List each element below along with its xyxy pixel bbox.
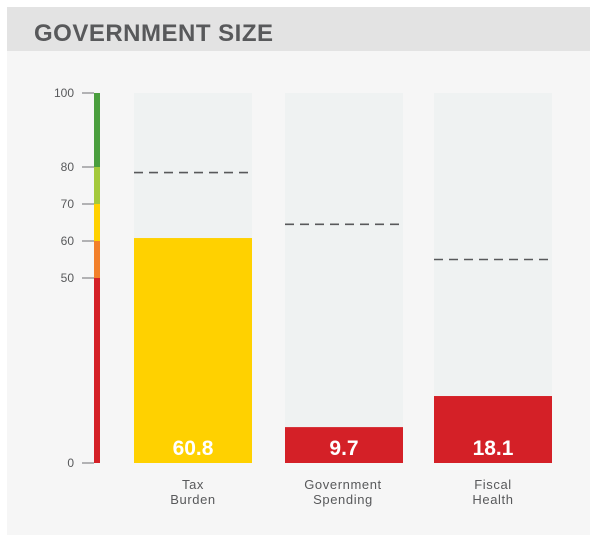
y-tick-label-5: 100 [54, 86, 74, 100]
y-tick-label-0: 0 [67, 456, 74, 470]
y-tick-label-4: 80 [61, 160, 75, 174]
category-label-2-1: Health [472, 492, 513, 507]
category-label-1-0: Government [304, 477, 382, 492]
category-label-0-0: Tax [182, 477, 204, 492]
category-label-0-1: Burden [170, 492, 216, 507]
category-label-1-1: Spending [313, 492, 373, 507]
y-tick-label-1: 50 [61, 271, 75, 285]
bar-track-1 [285, 93, 403, 463]
value-label-0: 60.8 [173, 437, 214, 460]
score-band-2 [94, 204, 100, 241]
value-label-2: 18.1 [473, 437, 514, 460]
bar-2 [434, 396, 552, 463]
chart-header: GOVERNMENT SIZE [7, 7, 590, 51]
score-band-4 [94, 93, 100, 167]
value-label-1: 9.7 [329, 437, 358, 460]
score-band-3 [94, 167, 100, 204]
y-tick-label-3: 70 [61, 197, 75, 211]
bar-1 [285, 427, 403, 463]
score-band-1 [94, 241, 100, 278]
y-tick-label-2: 60 [61, 234, 75, 248]
chart-title: GOVERNMENT SIZE [34, 20, 274, 47]
score-band-0 [94, 278, 100, 463]
category-label-2-0: Fiscal [474, 477, 512, 492]
bar-0 [134, 238, 252, 463]
